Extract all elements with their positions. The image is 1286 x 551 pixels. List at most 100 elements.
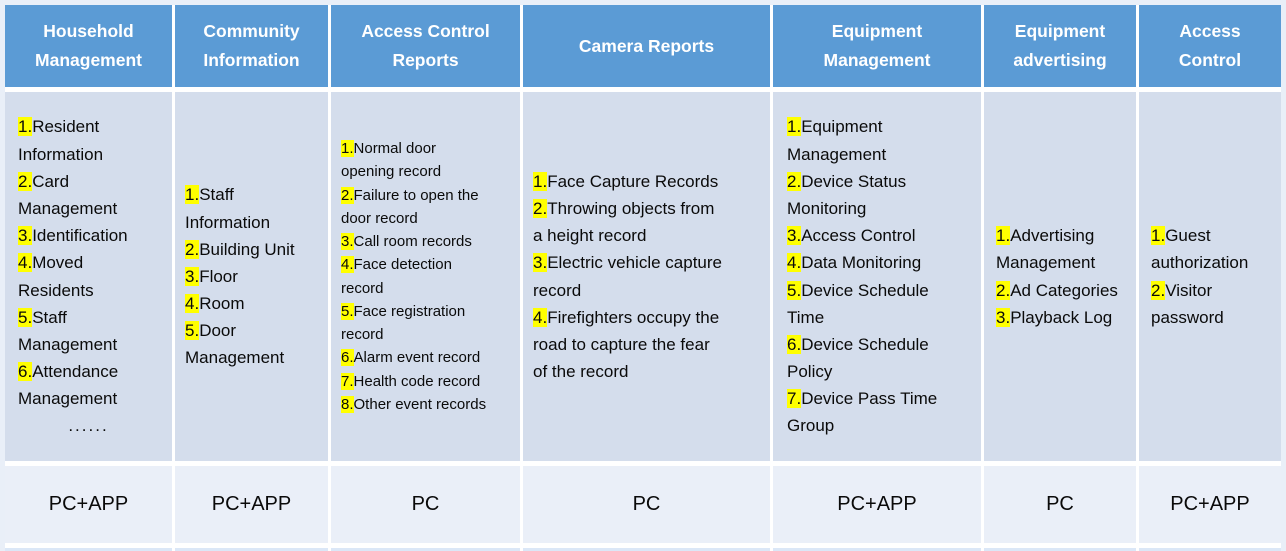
- item-text: Data Monitoring: [801, 253, 922, 273]
- item-text: Door Management: [185, 321, 285, 368]
- feature-item: 4.Data Monitoring: [787, 249, 967, 276]
- feature-list: 1.Equipment Management 2.Device Status M…: [787, 113, 967, 439]
- feature-item: 2.Failure to open the door record: [341, 184, 490, 231]
- body-access-control-reports: 1.Normal door opening record 2.Failure t…: [331, 92, 520, 461]
- feature-item: 4.Face detection record: [341, 253, 490, 300]
- item-text: Room: [199, 294, 245, 314]
- feature-list: 1.Staff Information 2.Building Unit 3.Fl…: [185, 181, 318, 371]
- item-text: Resident Information: [18, 117, 104, 164]
- column-equipment-advertising: Equipment advertising 1.Advertising Mana…: [984, 5, 1136, 551]
- body-equipment-advertising: 1.Advertising Management 2.Ad Categories…: [984, 92, 1136, 461]
- header-equipment-advertising: Equipment advertising: [984, 5, 1136, 87]
- item-text: Staff Information: [185, 185, 271, 232]
- item-number: 8.: [341, 395, 354, 413]
- item-text: Throwing objects from a height record: [533, 198, 715, 246]
- feature-item: 1.Resident Information: [18, 113, 159, 167]
- feature-item: 3.Playback Log: [996, 304, 1124, 331]
- item-text: Guest authorization: [1151, 226, 1249, 273]
- platform-cell-equipment-management: PC+APP: [773, 466, 981, 543]
- item-text: Failure to open the door record: [341, 186, 479, 227]
- body-equipment-management: 1.Equipment Management 2.Device Status M…: [773, 92, 981, 461]
- item-text: Card Management: [18, 171, 118, 218]
- feature-item: 4.Moved Residents: [18, 249, 159, 303]
- item-text: Attendance Management: [18, 362, 119, 409]
- feature-item: 2.Device Status Monitoring: [787, 168, 967, 222]
- item-number: 1.: [787, 117, 802, 137]
- item-text: Face registration record: [341, 302, 466, 343]
- item-number: 4.: [533, 307, 548, 327]
- item-text: Moved Residents: [18, 253, 94, 300]
- header-camera-reports: Camera Reports: [523, 5, 770, 87]
- item-text: Face detection record: [341, 256, 452, 297]
- item-number: 3.: [18, 226, 33, 246]
- next-row-strip: [523, 548, 770, 551]
- item-text: Call room records: [353, 233, 472, 250]
- platform-cell-access-control-reports: PC: [331, 466, 520, 543]
- item-text: Electric vehicle capture record: [533, 253, 722, 300]
- feature-list: 1.Resident Information 2.Card Management…: [18, 113, 159, 412]
- feature-item: 1.Guest authorization: [1151, 222, 1269, 276]
- feature-item: 2.Card Management: [18, 168, 159, 222]
- item-number: 7.: [787, 389, 802, 409]
- feature-item: 4.Room: [185, 290, 318, 317]
- next-row-strip: [175, 548, 328, 551]
- item-text: Device Schedule Time: [787, 280, 929, 327]
- platform-cell-access-control: PC+APP: [1139, 466, 1281, 543]
- item-number: 4.: [18, 253, 33, 273]
- feature-item: 1.Face Capture Records: [533, 168, 723, 195]
- next-row-strip: [331, 548, 520, 551]
- item-number: 3.: [185, 266, 200, 286]
- header-equipment-management: Equipment Management: [773, 5, 981, 87]
- item-number: 6.: [341, 349, 354, 367]
- item-text: Device Status Monitoring: [787, 171, 907, 218]
- feature-list: 1.Advertising Management 2.Ad Categories…: [996, 222, 1124, 331]
- feature-item: 3.Floor: [185, 263, 318, 290]
- item-text: Playback Log: [1010, 307, 1113, 327]
- column-access-control-reports: Access Control Reports 1.Normal door ope…: [331, 5, 520, 551]
- item-number: 3.: [533, 253, 548, 273]
- column-household-management: Household Management 1.Resident Informat…: [5, 5, 172, 551]
- platform-cell-community-information: PC+APP: [175, 466, 328, 543]
- feature-item: 8.Other event records: [341, 393, 490, 416]
- column-access-control: Access Control 1.Guest authorization 2.V…: [1139, 5, 1281, 551]
- item-text: Device Pass Time Group: [787, 389, 938, 436]
- feature-item: 2.Visitor password: [1151, 277, 1269, 331]
- feature-item: 2.Ad Categories: [996, 277, 1124, 304]
- item-number: 5.: [185, 321, 200, 341]
- item-number: 1.: [533, 171, 548, 191]
- feature-item: 3.Access Control: [787, 222, 967, 249]
- feature-comparison-table: Household Management 1.Resident Informat…: [5, 5, 1281, 551]
- feature-list: 1.Face Capture Records 2.Throwing object…: [533, 168, 723, 386]
- feature-item: 2.Building Unit: [185, 236, 318, 263]
- feature-item: 1.Advertising Management: [996, 222, 1124, 276]
- feature-item: 1.Staff Information: [185, 181, 318, 235]
- next-row-strip: [984, 548, 1136, 551]
- item-number: 5.: [341, 302, 354, 320]
- item-number: 3.: [787, 226, 802, 246]
- item-number: 2.: [185, 239, 200, 259]
- item-text: Equipment Management: [787, 117, 887, 164]
- feature-list: 1.Normal door opening record 2.Failure t…: [341, 137, 490, 416]
- feature-item: 7.Device Pass Time Group: [787, 385, 967, 439]
- item-number: 4.: [787, 253, 802, 273]
- feature-item: 2.Throwing objects from a height record: [533, 195, 723, 249]
- feature-item: 7.Health code record: [341, 370, 490, 393]
- item-text: Normal door opening record: [341, 140, 442, 181]
- item-number: 2.: [996, 280, 1011, 300]
- item-text: Other event records: [353, 395, 487, 413]
- next-row-strip: [5, 548, 172, 551]
- item-number: 2.: [787, 171, 802, 191]
- item-number: 1.: [185, 185, 200, 205]
- item-text: Ad Categories: [1010, 280, 1118, 300]
- body-community-information: 1.Staff Information 2.Building Unit 3.Fl…: [175, 92, 328, 461]
- item-text: Access Control: [801, 226, 916, 246]
- feature-item: 6.Device Schedule Policy: [787, 331, 967, 385]
- item-number: 2.: [341, 186, 354, 204]
- item-number: 4.: [341, 256, 354, 274]
- item-text: Health code record: [353, 372, 481, 390]
- item-text: Face Capture Records: [547, 171, 719, 191]
- item-number: 2.: [18, 171, 33, 191]
- item-number: 4.: [185, 294, 200, 314]
- item-number: 1.: [996, 226, 1011, 246]
- item-number: 1.: [18, 117, 33, 137]
